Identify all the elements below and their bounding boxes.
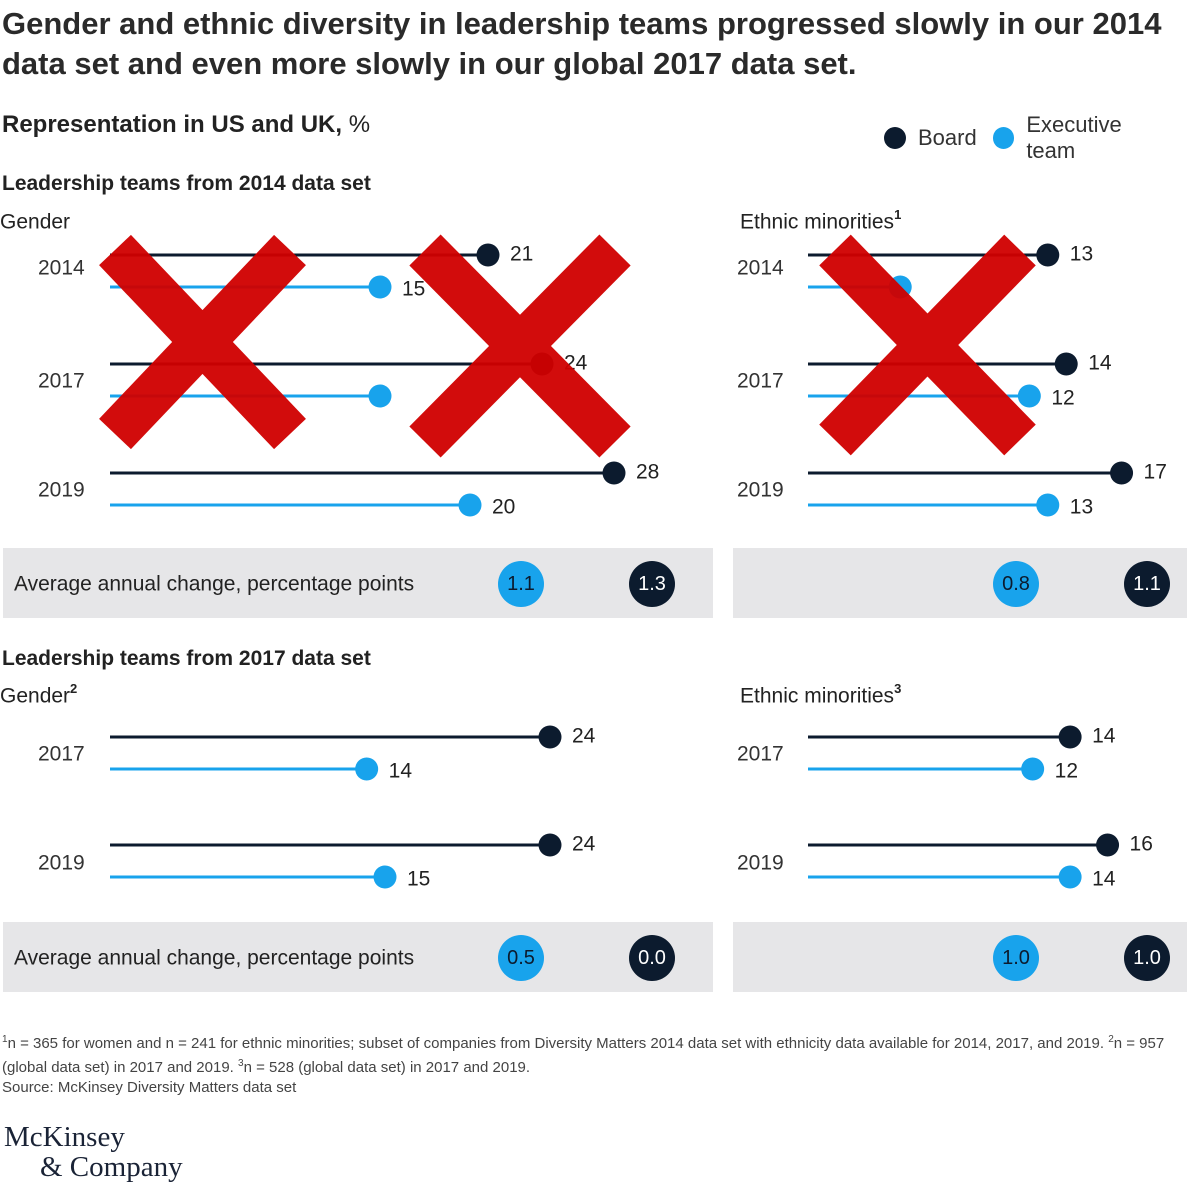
logo-line-1: McKinsey — [4, 1121, 125, 1153]
panel-1-avg-board-value: 1.3 — [638, 573, 666, 595]
panel-3-avg-label: Average annual change, percentage points — [14, 947, 414, 970]
panel-1-board-dot — [476, 243, 500, 267]
section-title-2014: Leadership teams from 2014 data set — [2, 172, 371, 195]
panel-1-avg-exec-value: 1.1 — [507, 573, 535, 595]
panel-4-avg-panel — [733, 922, 1187, 992]
panel-2-board-value: 13 — [1070, 243, 1093, 266]
panel-1-exec-dot — [368, 275, 392, 299]
panel-4-board-value: 16 — [1130, 833, 1153, 856]
panel-3-exec-value: 14 — [389, 760, 413, 783]
panel-2-exec-dot — [1017, 384, 1041, 408]
legend-label-board: Board — [918, 125, 977, 150]
panel-2-year-label: 2014 — [737, 257, 784, 280]
panel-3-board-dot — [538, 833, 562, 857]
panel-4-avg-exec-bubble — [993, 935, 1039, 981]
panel-4-board-value: 14 — [1092, 725, 1116, 748]
panel-4-board-dot — [1058, 725, 1082, 749]
panel-1-exec-value: 15 — [402, 278, 425, 301]
panel-1-avg-board-bubble — [629, 561, 675, 607]
chart-title: Gender and ethnic diversity in leadershi… — [2, 6, 1162, 81]
subtitle-bold: Representation in US and UK, — [2, 111, 343, 138]
panel-1-board-dot — [602, 461, 626, 485]
panel-4-avg-board-value: 1.0 — [1133, 947, 1161, 969]
panel-2-year-label: 2017 — [737, 370, 784, 393]
panel-3-board-value: 24 — [572, 725, 596, 748]
panel-3-avg-exec-value: 0.5 — [507, 947, 535, 969]
panel-1-avg-exec-bubble — [498, 561, 544, 607]
panel-2-board-dot — [1110, 461, 1134, 485]
subtitle-unit: % — [342, 111, 371, 138]
panel-4-avg-board-bubble — [1124, 935, 1170, 981]
panel-4-exec-value: 14 — [1092, 868, 1116, 891]
panel-2-board-dot — [1054, 352, 1078, 376]
section-title-2017: Leadership teams from 2017 data set — [2, 647, 371, 670]
panel-2-avg-exec-bubble — [993, 561, 1039, 607]
legend-label-executive: Executive team — [1026, 112, 1122, 163]
panel-3-exec-dot — [373, 865, 397, 889]
panel-3-year-label: 2017 — [38, 743, 85, 766]
panel-2-board-value: 14 — [1088, 352, 1112, 375]
mckinsey-logo: McKinsey & Company — [4, 1122, 183, 1182]
panel-4-exec-dot — [1058, 865, 1082, 889]
panel-2-board-dot — [1036, 243, 1060, 267]
panel-2-avg-board-bubble — [1124, 561, 1170, 607]
panel-4-avg-exec-value: 1.0 — [1002, 947, 1030, 969]
panel-4-year-label: 2019 — [737, 852, 784, 875]
panel-1-board-value: 21 — [510, 243, 533, 266]
panel-1-year-label: 2014 — [38, 257, 85, 280]
panel-1-year-label: 2017 — [38, 370, 85, 393]
footnote-source: Source: McKinsey Diversity Matters data … — [2, 1079, 297, 1096]
footnote-notes: 1n = 365 for women and n = 241 for ethni… — [2, 1034, 1165, 1076]
legend-item-board: Board — [884, 125, 977, 151]
panel-2-exec-dot — [1036, 493, 1060, 517]
red-cross-mark-1 — [99, 234, 306, 450]
panel-3-exec-value: 15 — [407, 868, 430, 891]
panel-1-avg-label: Average annual change, percentage points — [14, 573, 414, 596]
legend-dot-executive — [992, 127, 1015, 149]
panel-1-board-value: 28 — [636, 461, 659, 484]
legend-dot-board — [884, 127, 906, 149]
panel-3-board-dot — [538, 725, 562, 749]
panel-1-exec-dot — [458, 493, 482, 517]
panel-3-avg-exec-bubble — [498, 935, 544, 981]
panel-4-board-dot — [1096, 833, 1120, 857]
panel-4-exec-value: 12 — [1055, 760, 1078, 783]
panel-3-title: Gender2 — [0, 681, 77, 708]
panel-1-exec-value: 20 — [492, 496, 515, 519]
legend: Board Executive team — [884, 112, 1190, 164]
logo-line-2: & Company — [40, 1151, 183, 1183]
panel-2-year-label: 2019 — [737, 479, 784, 502]
red-cross-mark-2 — [409, 234, 631, 458]
panel-4-year-label: 2017 — [737, 743, 784, 766]
panel-1-avg-panel — [3, 548, 713, 618]
panel-2-avg-exec-value: 0.8 — [1002, 573, 1030, 595]
panel-3-avg-board-bubble — [629, 935, 675, 981]
panel-2-title: Ethnic minorities1 — [740, 207, 901, 234]
panel-2-exec-value: 12 — [1051, 387, 1074, 410]
panel-2-board-value: 17 — [1144, 461, 1167, 484]
panel-4-title: Ethnic minorities3 — [740, 681, 901, 708]
chart-subtitle: Representation in US and UK, % — [2, 111, 370, 139]
footnote: 1n = 365 for women and n = 241 for ethni… — [2, 1030, 1177, 1098]
legend-item-executive: Executive team — [992, 112, 1174, 164]
panel-3-avg-panel — [3, 922, 713, 992]
panel-2-exec-value: 13 — [1070, 496, 1093, 519]
panel-3-avg-board-value: 0.0 — [638, 947, 666, 969]
red-cross-mark-3 — [819, 234, 1036, 456]
panel-3-board-value: 24 — [572, 833, 596, 856]
panel-4-exec-dot — [1021, 757, 1045, 781]
panel-3-year-label: 2019 — [38, 852, 85, 875]
panel-1-exec-dot — [368, 384, 392, 408]
dumbbell-charts: Gender 2014 21 15 2017 24 2019 28 20 Average annu… — [0, 207, 1187, 992]
panel-1-title: Gender — [0, 211, 70, 234]
panel-1-year-label: 2019 — [38, 479, 85, 502]
panel-2-avg-panel — [733, 548, 1187, 618]
panel-2-avg-board-value: 1.1 — [1133, 573, 1161, 595]
panel-3-exec-dot — [355, 757, 379, 781]
